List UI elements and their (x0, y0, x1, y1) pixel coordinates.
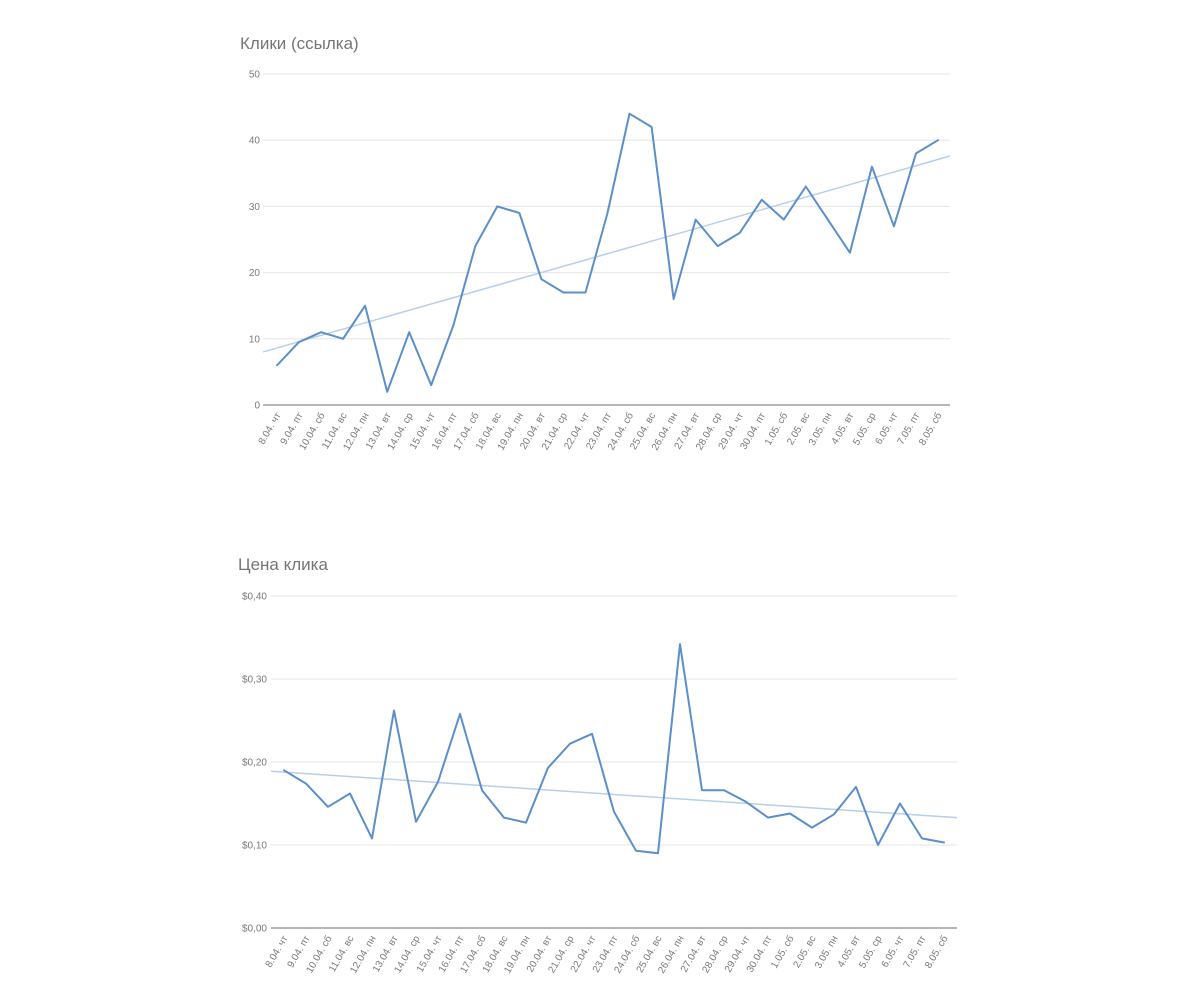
trendline (262, 155, 951, 353)
chart-title: Клики (ссылка) (240, 34, 359, 53)
y-tick-label: $0,30 (242, 675, 267, 686)
y-tick-label: 10 (249, 334, 261, 345)
y-tick-label: 0 (254, 401, 260, 412)
y-tick-label: $0,10 (242, 841, 267, 852)
series-line (283, 643, 945, 855)
trendline (270, 770, 958, 819)
y-tick-label: $0,20 (242, 758, 267, 769)
y-tick-label: 20 (249, 268, 261, 279)
cpc-chart: Цена клика $0,00$0,10$0,20$0,30$0,408.04… (238, 555, 958, 975)
series-line (276, 112, 939, 393)
y-tick-label: $0,40 (242, 592, 267, 603)
y-tick-label: $0,00 (242, 924, 267, 935)
y-tick-label: 40 (249, 136, 261, 147)
y-tick-label: 30 (249, 202, 261, 213)
chart-title: Цена клика (238, 555, 328, 574)
y-tick-label: 50 (249, 70, 261, 81)
